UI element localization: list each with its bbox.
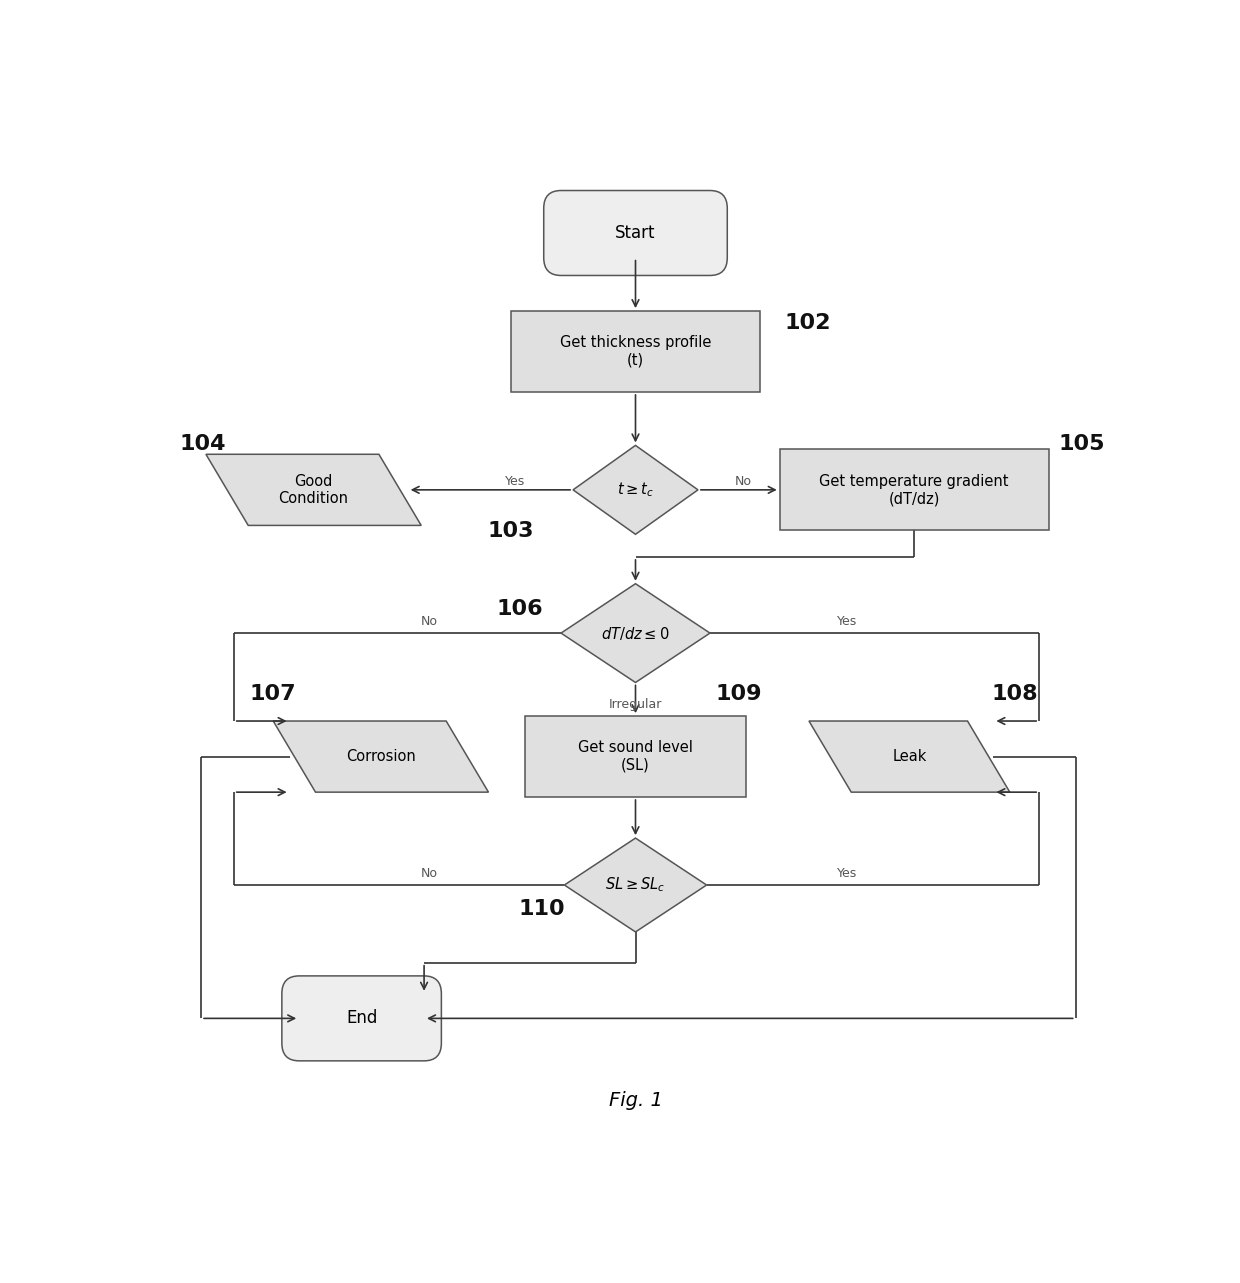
Text: 110: 110 [518, 898, 565, 919]
Polygon shape [573, 445, 698, 534]
Text: No: No [734, 476, 751, 489]
Text: Start: Start [615, 225, 656, 242]
Text: No: No [420, 615, 438, 627]
Text: Irregular: Irregular [609, 698, 662, 711]
Text: Leak: Leak [893, 749, 926, 765]
Text: $t \geq t_c$: $t \geq t_c$ [618, 481, 653, 499]
FancyBboxPatch shape [281, 976, 441, 1061]
Text: Yes: Yes [837, 866, 857, 880]
Text: 108: 108 [991, 684, 1038, 704]
Polygon shape [560, 584, 711, 683]
Text: 109: 109 [715, 684, 761, 704]
Text: $SL \geq SL_c$: $SL \geq SL_c$ [605, 876, 666, 894]
Text: 103: 103 [487, 521, 534, 541]
Text: No: No [420, 866, 438, 880]
Text: 102: 102 [785, 313, 831, 332]
Text: Get thickness profile
(t): Get thickness profile (t) [559, 335, 712, 368]
Text: Get temperature gradient
(dT/dz): Get temperature gradient (dT/dz) [820, 473, 1009, 506]
Bar [525, 716, 746, 797]
Text: Corrosion: Corrosion [346, 749, 415, 765]
Text: 104: 104 [179, 435, 226, 454]
Polygon shape [273, 721, 489, 792]
Text: 105: 105 [1058, 435, 1105, 454]
Bar [780, 449, 1049, 530]
Text: End: End [346, 1010, 377, 1028]
Polygon shape [564, 838, 707, 931]
Bar [511, 310, 760, 393]
FancyBboxPatch shape [543, 190, 728, 276]
Text: Good
Condition: Good Condition [279, 473, 348, 506]
Text: 107: 107 [249, 684, 296, 704]
Polygon shape [206, 454, 422, 526]
Text: 106: 106 [496, 599, 543, 620]
Text: $dT/dz \leq 0$: $dT/dz \leq 0$ [601, 625, 670, 642]
Text: Yes: Yes [837, 615, 857, 627]
Polygon shape [808, 721, 1009, 792]
Text: Fig. 1: Fig. 1 [609, 1091, 662, 1110]
Text: Yes: Yes [505, 476, 526, 489]
Text: Get sound level
(SL): Get sound level (SL) [578, 740, 693, 772]
